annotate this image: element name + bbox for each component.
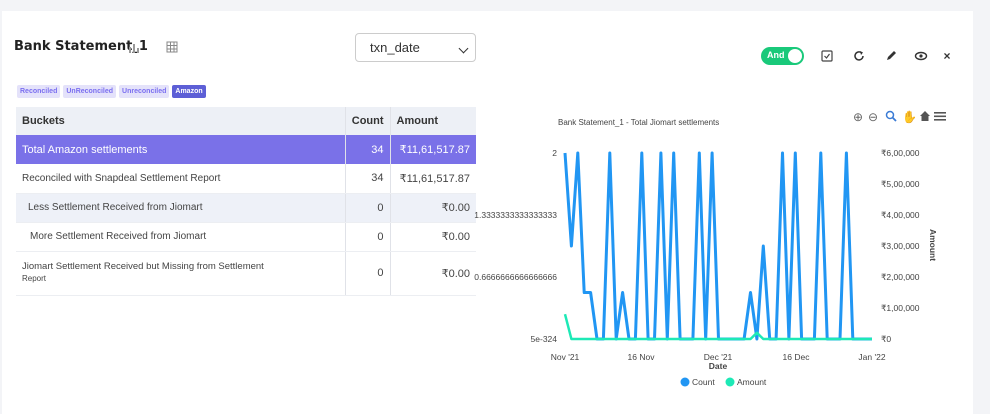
filter-chip-unreconciled-1[interactable]: UnReconciled	[63, 85, 117, 98]
toggle-label: And	[767, 50, 785, 60]
filter-chip-amazon[interactable]: Amazon	[172, 85, 206, 98]
and-toggle[interactable]: And	[761, 47, 804, 65]
series-line-count	[563, 151, 872, 341]
amount-cell: ₹0.00	[390, 193, 476, 223]
magnifier-icon[interactable]	[885, 110, 897, 125]
col-header-buckets: Buckets	[16, 107, 346, 135]
count-cell: 0	[345, 222, 391, 252]
x-tick-label: Jan '22	[858, 352, 885, 362]
x-tick-label: 16 Nov	[628, 352, 656, 362]
y-left-tick-label: 2	[552, 148, 557, 158]
series-line-amount	[563, 313, 872, 341]
y-right-tick-label: ₹2,00,000	[881, 272, 920, 282]
buckets-table: Buckets Count Amount Total Amazon settle…	[16, 107, 476, 296]
table-row[interactable]: Total Amazon settlements 34 ₹11,61,517.8…	[16, 135, 476, 164]
table-row[interactable]: Reconciled with Snapdeal Settlement Repo…	[16, 164, 476, 194]
legend-marker-amount	[725, 377, 735, 387]
bucket-cell: More Settlement Received from Jiomart	[16, 222, 346, 252]
edit-icon[interactable]	[884, 49, 898, 63]
x-tick-label: Dec '21	[704, 352, 733, 362]
eye-icon[interactable]	[914, 49, 928, 63]
y-right-tick-label: ₹1,00,000	[881, 303, 920, 313]
x-axis-label: Date	[709, 361, 728, 371]
chart-title: Bank Statement_1 - Total Jiomart settlem…	[558, 118, 720, 127]
y-left-tick-label: 0.6666666666666666	[474, 272, 557, 282]
bucket-line-2: Report	[22, 274, 47, 283]
close-icon[interactable]: ×	[943, 49, 951, 63]
legend-label-amount: Amount	[737, 377, 767, 387]
amount-cell: ₹0.00	[390, 251, 476, 296]
table-icon[interactable]	[165, 40, 179, 54]
filter-chip-reconciled[interactable]: Reconciled	[17, 85, 61, 98]
zoom-out-icon[interactable]: ⊖	[868, 110, 879, 124]
table-row[interactable]: More Settlement Received from Jiomart 0 …	[16, 222, 476, 252]
x-tick-label: Nov '21	[551, 352, 580, 362]
y-right-tick-label: ₹5,00,000	[881, 179, 920, 189]
home-icon[interactable]	[919, 110, 931, 125]
count-cell: 0	[345, 251, 391, 296]
y-left-tick-label: 5e-324	[531, 334, 558, 344]
y-right-tick-label: ₹3,00,000	[881, 241, 920, 251]
y-axis-label: Amount	[928, 229, 938, 261]
refresh-icon[interactable]	[852, 49, 866, 63]
pan-icon[interactable]: ✋	[902, 110, 917, 124]
bucket-line-1: Jiomart Settlement Received but Missing …	[22, 261, 264, 272]
bucket-cell: Total Amazon settlements	[16, 135, 346, 164]
checkbox-icon[interactable]	[820, 49, 834, 63]
bucket-cell: Jiomart Settlement Received but Missing …	[16, 251, 346, 296]
amount-cell: ₹0.00	[390, 222, 476, 252]
count-cell: 34	[345, 164, 391, 194]
date-field-select[interactable]: txn_date	[355, 33, 476, 62]
table-row[interactable]: Jiomart Settlement Received but Missing …	[16, 251, 476, 296]
table-row[interactable]: Less Settlement Received from Jiomart 0 …	[16, 193, 476, 223]
count-cell: 0	[345, 193, 391, 223]
y-right-tick-label: ₹0	[881, 334, 891, 344]
x-tick-label: 16 Dec	[783, 352, 811, 362]
bucket-cell: Less Settlement Received from Jiomart	[16, 193, 346, 223]
filter-chips: Reconciled UnReconciled Unreconciled Ama…	[17, 85, 206, 98]
y-right-tick-label: ₹4,00,000	[881, 210, 920, 220]
legend-label-count: Count	[692, 377, 715, 387]
amount-cell: ₹11,61,517.87	[390, 164, 476, 194]
col-header-amount: Amount	[390, 107, 476, 135]
amount-cell: ₹11,61,517.87	[390, 135, 476, 164]
bar-chart-icon[interactable]	[127, 40, 141, 54]
report-title: Bank Statement_1	[14, 39, 148, 54]
y-right-tick-label: ₹6,00,000	[881, 148, 920, 158]
bucket-cell: Reconciled with Snapdeal Settlement Repo…	[16, 164, 346, 194]
count-cell: 34	[345, 135, 391, 164]
col-header-count: Count	[345, 107, 391, 135]
zoom-in-icon[interactable]: ⊕	[853, 110, 864, 124]
legend-marker-count	[680, 377, 690, 387]
toggle-knob	[788, 49, 802, 63]
menu-icon[interactable]	[934, 110, 946, 125]
filter-chip-unreconciled-2[interactable]: Unreconciled	[119, 85, 170, 98]
date-field-value: txn_date	[370, 40, 420, 55]
y-left-tick-label: 1.3333333333333333	[474, 210, 557, 220]
